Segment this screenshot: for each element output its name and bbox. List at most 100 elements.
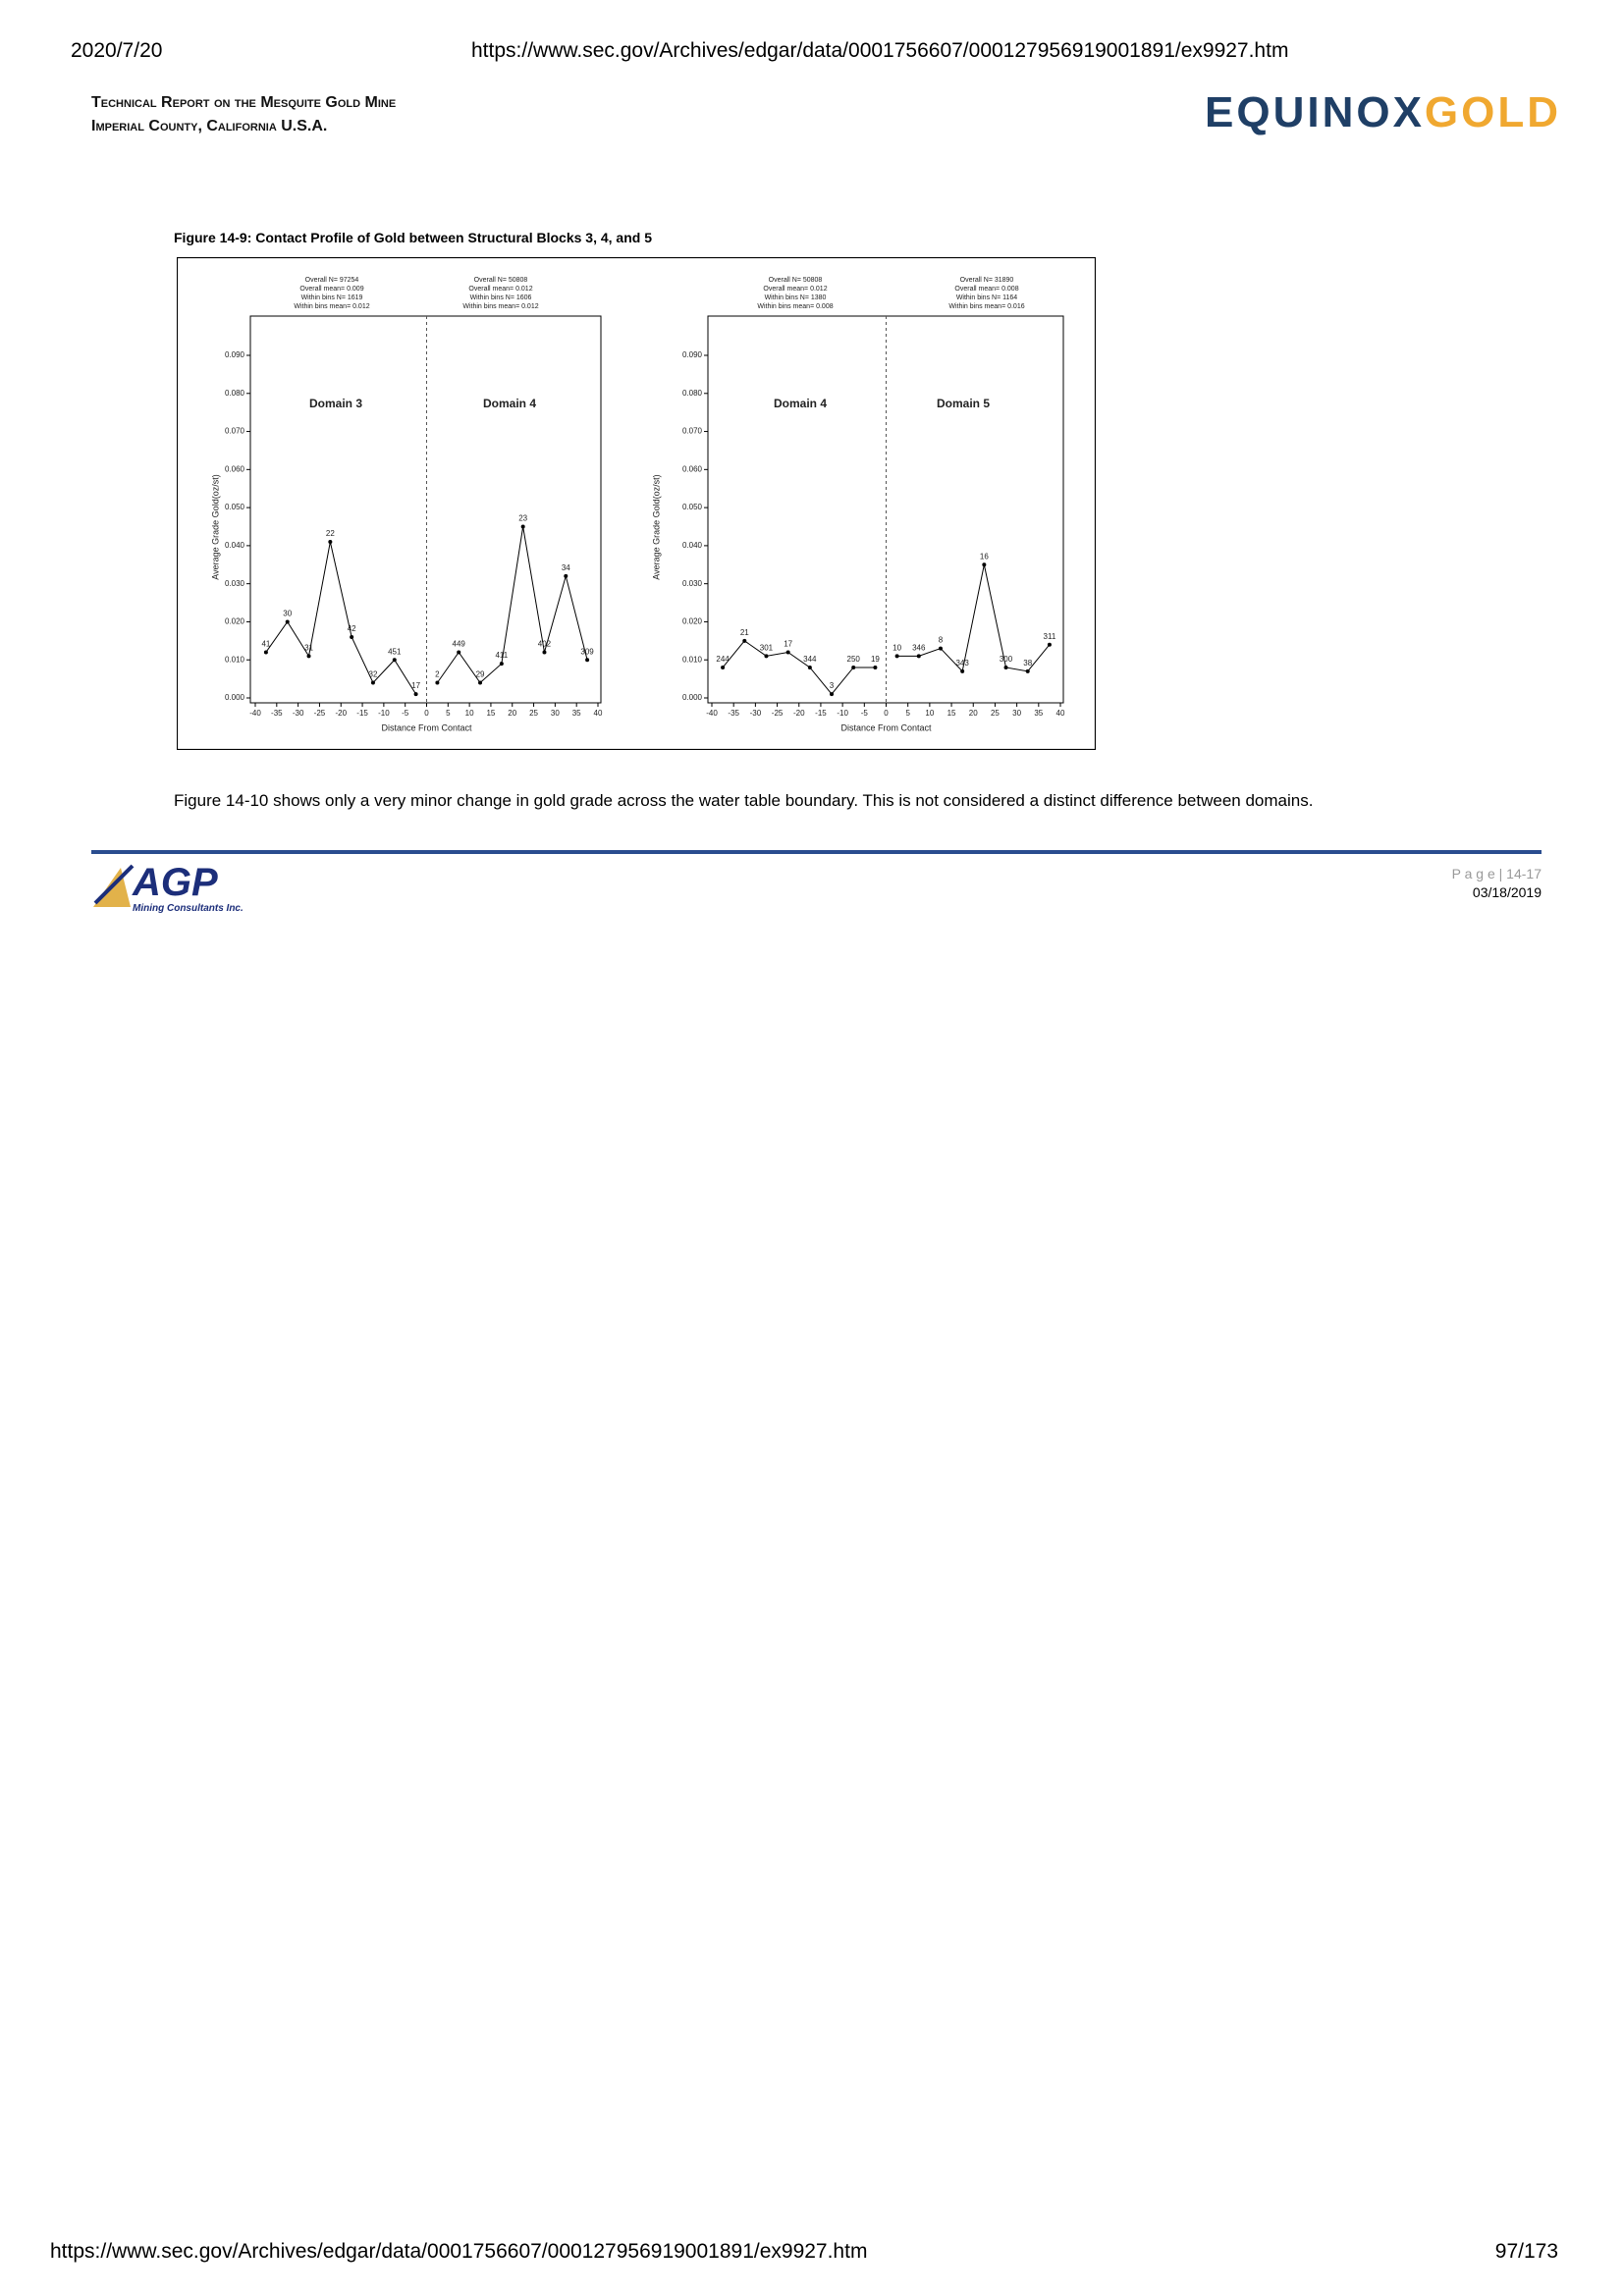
domain-label: Domain 4 <box>483 397 536 410</box>
print-date: 2020/7/20 <box>71 39 163 62</box>
x-tick-label: 40 <box>594 709 603 718</box>
x-tick-label: 30 <box>551 709 560 718</box>
grade-point <box>350 634 354 639</box>
y-tick-label: 0.030 <box>225 579 245 588</box>
y-tick-label: 0.080 <box>225 389 245 398</box>
y-tick-label: 0.000 <box>225 693 245 702</box>
stat-line: Within bins mean= 0.016 <box>948 303 1024 310</box>
y-axis-label: Average Grade Gold(oz/st) <box>651 474 661 579</box>
y-tick-label: 0.050 <box>225 503 245 511</box>
x-tick-label: -5 <box>861 709 869 718</box>
count-label: 311 <box>1044 632 1056 641</box>
x-tick-label: -25 <box>314 709 326 718</box>
stat-line: Within bins N= 1606 <box>470 294 532 301</box>
y-tick-label: 0.070 <box>682 427 703 436</box>
count-label: 41 <box>261 640 270 649</box>
page-number: P a g e | 14-17 <box>1451 866 1542 881</box>
stat-line: Overall N= 31890 <box>960 277 1014 284</box>
grade-point <box>916 654 921 659</box>
logo-pick <box>93 864 135 905</box>
count-label: 17 <box>784 640 792 649</box>
x-tick-label: 35 <box>572 709 581 718</box>
print-url: https://www.sec.gov/Archives/edgar/data/… <box>471 39 1289 62</box>
stat-line: Overall mean= 0.012 <box>763 286 827 293</box>
x-tick-label: 5 <box>446 709 451 718</box>
count-label: 10 <box>893 643 901 652</box>
count-label: 2 <box>435 670 440 679</box>
count-label: 301 <box>760 643 774 652</box>
figure-caption: Figure 14-9: Contact Profile of Gold bet… <box>174 230 652 245</box>
y-tick-label: 0.010 <box>682 655 703 664</box>
grade-point <box>263 650 268 655</box>
y-tick-label: 0.070 <box>225 427 245 436</box>
grade-point <box>1025 668 1030 673</box>
x-tick-label: -30 <box>293 709 304 718</box>
logo-subtext: Mining Consultants Inc. <box>133 903 243 914</box>
y-tick-label: 0.080 <box>682 389 703 398</box>
grade-point <box>742 638 747 643</box>
domain-label: Domain 3 <box>309 397 362 410</box>
x-tick-label: -15 <box>356 709 368 718</box>
stat-line: Overall mean= 0.008 <box>954 286 1018 293</box>
logo-right: GOLD <box>1424 88 1562 136</box>
y-tick-label: 0.090 <box>682 350 703 359</box>
count-label: 30 <box>283 610 292 618</box>
grade-point <box>564 573 568 578</box>
count-label: 29 <box>476 670 485 679</box>
x-tick-label: -15 <box>815 709 827 718</box>
grade-point <box>764 654 769 659</box>
count-label: 343 <box>955 659 969 667</box>
count-label: 22 <box>326 529 335 538</box>
report-title: Technical Report on the Mesquite Gold Mi… <box>91 94 397 111</box>
stat-line: Within bins mean= 0.012 <box>294 303 369 310</box>
grade-point <box>807 665 812 669</box>
count-label: 17 <box>411 681 420 690</box>
y-tick-label: 0.020 <box>682 617 703 626</box>
grade-point <box>785 650 790 655</box>
y-axis-label: Average Grade Gold(oz/st) <box>210 474 220 579</box>
x-tick-label: 20 <box>969 709 978 718</box>
x-tick-label: -40 <box>249 709 261 718</box>
x-axis-label: Distance From Contact <box>381 722 472 732</box>
count-label: 451 <box>388 647 402 656</box>
x-tick-label: -20 <box>335 709 347 718</box>
grade-line <box>896 564 1051 672</box>
grade-point <box>328 540 333 545</box>
x-tick-label: 0 <box>424 709 429 718</box>
stat-line: Overall N= 50808 <box>474 277 528 284</box>
grade-point <box>520 524 525 529</box>
x-tick-label: 10 <box>465 709 474 718</box>
grade-point <box>478 680 483 685</box>
stat-line: Overall N= 50808 <box>769 277 823 284</box>
count-label: 250 <box>847 655 861 664</box>
grade-point <box>851 665 856 669</box>
body-paragraph: Figure 14-10 shows only a very minor cha… <box>174 791 1314 810</box>
y-tick-label: 0.050 <box>682 503 703 511</box>
stat-line: Within bins mean= 0.012 <box>462 303 538 310</box>
y-tick-label: 0.020 <box>225 617 245 626</box>
x-tick-label: -10 <box>837 709 848 718</box>
stat-line: Within bins N= 1164 <box>956 294 1017 301</box>
count-label: 8 <box>939 636 944 645</box>
x-tick-label: -40 <box>706 709 718 718</box>
equinox-logo: EQUINOXGOLD <box>1205 88 1561 137</box>
grade-point <box>392 658 397 663</box>
count-label: 19 <box>871 655 880 664</box>
x-tick-label: 10 <box>925 709 934 718</box>
domain-label: Domain 5 <box>937 397 990 410</box>
count-label: 16 <box>980 552 989 561</box>
footer-date: 03/18/2019 <box>1472 884 1542 900</box>
stat-line: Within bins N= 1619 <box>301 294 363 301</box>
x-tick-label: -30 <box>750 709 762 718</box>
x-tick-label: 15 <box>947 709 956 718</box>
y-tick-label: 0.060 <box>682 464 703 473</box>
x-axis-label: Distance From Contact <box>840 722 932 732</box>
x-tick-label: 5 <box>905 709 910 718</box>
count-label: 344 <box>803 655 817 664</box>
count-label: 21 <box>740 628 749 637</box>
grade-point <box>982 562 987 567</box>
grade-point <box>435 680 440 685</box>
x-tick-label: 30 <box>1012 709 1021 718</box>
grade-point <box>938 646 943 651</box>
x-tick-label: 25 <box>991 709 1000 718</box>
